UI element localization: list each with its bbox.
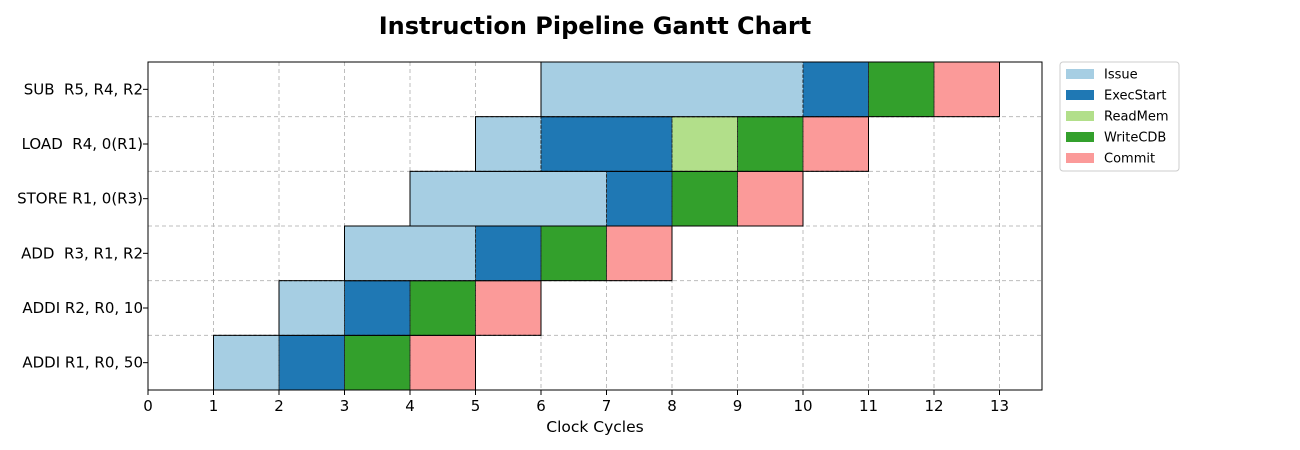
x-tick-label: 6 xyxy=(536,397,546,415)
x-tick-label: 1 xyxy=(209,397,219,415)
x-tick-label: 12 xyxy=(924,397,943,415)
x-axis-label: Clock Cycles xyxy=(546,418,643,436)
bar-writecdb-0-2 xyxy=(344,335,410,390)
instruction-label: ADD R3, R1, R2 xyxy=(21,244,143,262)
x-axis: 0 1 2 3 4 5 6 7 8 9 10 11 12 13 xyxy=(143,390,1009,415)
bar-issue-5-0 xyxy=(541,62,803,117)
legend-label-issue: Issue xyxy=(1104,68,1138,83)
instruction-label: STORE R1, 0(R3) xyxy=(17,190,143,208)
legend-label-readmem: ReadMem xyxy=(1104,110,1169,125)
bar-execstart-3-1 xyxy=(606,171,672,226)
bar-execstart-5-1 xyxy=(803,62,869,117)
bar-issue-3-0 xyxy=(410,171,607,226)
x-tick-label: 5 xyxy=(471,397,481,415)
chart-title: Instruction Pipeline Gantt Chart xyxy=(379,12,811,40)
instruction-label: ADDI R2, R0, 10 xyxy=(22,299,143,317)
bar-commit-5-3 xyxy=(934,62,1000,117)
legend: Issue ExecStart ReadMem WriteCDB Commit xyxy=(1059,61,1180,172)
bar-commit-2-3 xyxy=(606,226,672,281)
x-tick-label: 3 xyxy=(340,397,350,415)
x-tick-label: 11 xyxy=(859,397,878,415)
legend-swatch-readmem xyxy=(1066,111,1094,121)
bar-execstart-4-1 xyxy=(541,116,672,172)
legend-label-writecdb: WriteCDB xyxy=(1104,131,1166,146)
bar-execstart-2-1 xyxy=(475,226,541,281)
legend-label-execstart: ExecStart xyxy=(1104,89,1166,104)
bar-issue-0-0 xyxy=(213,335,279,390)
legend-swatch-issue xyxy=(1066,69,1094,79)
x-tick-label: 9 xyxy=(733,397,743,415)
x-tick-label: 13 xyxy=(990,397,1009,415)
bar-issue-2-0 xyxy=(344,226,476,281)
bar-writecdb-3-2 xyxy=(672,171,738,226)
x-tick-label: 7 xyxy=(602,397,612,415)
bar-commit-1-3 xyxy=(475,280,541,336)
x-tick-label: 4 xyxy=(405,397,415,415)
bar-commit-3-3 xyxy=(737,171,803,226)
y-axis: ADDI R1, R0, 50 ADDI R2, R0, 10 ADD R3, R1… xyxy=(17,80,148,372)
bar-writecdb-4-3 xyxy=(737,116,803,172)
bar-writecdb-1-2 xyxy=(410,280,476,336)
bar-issue-1-0 xyxy=(279,280,345,336)
bar-commit-0-3 xyxy=(410,335,476,390)
x-tick-label: 8 xyxy=(667,397,677,415)
bar-writecdb-2-2 xyxy=(541,226,607,281)
x-tick-label: 10 xyxy=(793,397,812,415)
bar-execstart-1-1 xyxy=(344,280,410,336)
bar-writecdb-5-2 xyxy=(868,62,934,117)
bars xyxy=(213,61,1000,391)
legend-swatch-commit xyxy=(1066,153,1094,163)
bar-execstart-0-1 xyxy=(279,335,345,390)
legend-box xyxy=(1059,61,1180,172)
bar-issue-4-0 xyxy=(475,116,541,172)
instruction-label: SUB R5, R4, R2 xyxy=(24,80,143,98)
x-tick-label: 2 xyxy=(274,397,284,415)
legend-swatch-writecdb xyxy=(1066,132,1094,142)
plot-frame xyxy=(147,61,1043,391)
bar-commit-4-4 xyxy=(803,116,869,172)
bar-readmem-4-2 xyxy=(672,116,738,172)
x-tick-label: 0 xyxy=(143,397,153,415)
instruction-label: ADDI R1, R0, 50 xyxy=(22,354,143,372)
legend-label-commit: Commit xyxy=(1104,152,1155,167)
legend-swatch-execstart xyxy=(1066,90,1094,100)
instruction-label: LOAD R4, 0(R1) xyxy=(22,135,143,153)
